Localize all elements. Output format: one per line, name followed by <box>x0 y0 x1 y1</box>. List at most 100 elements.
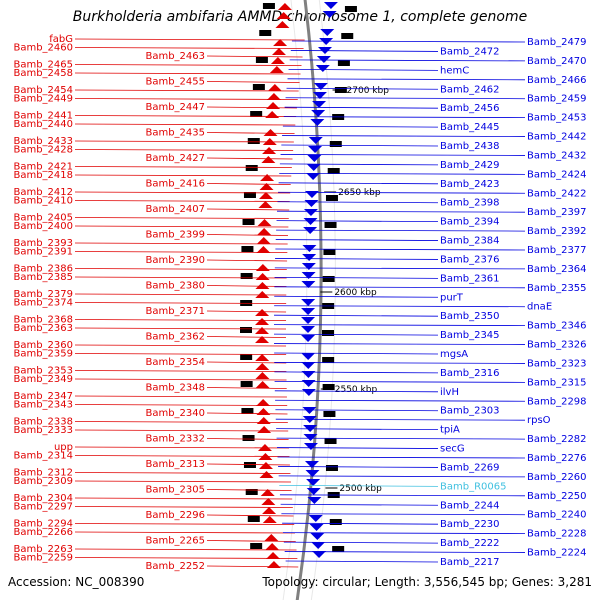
gene-leader-forward <box>206 361 287 364</box>
forward-gene-arrow <box>275 21 290 28</box>
gene-leader-forward <box>74 251 288 253</box>
scale-label: 2500 kbp <box>339 484 382 494</box>
forward-gene-arrow <box>256 417 271 424</box>
gene-leader-forward <box>206 336 287 338</box>
gene-leader-forward <box>74 166 292 168</box>
annotation-box <box>341 33 354 39</box>
forward-gene-arrow <box>255 282 270 289</box>
gene-label-reverse: tpiA <box>440 425 460 436</box>
forward-gene-arrow <box>258 462 273 469</box>
annotation-box <box>322 330 334 336</box>
gene-leader-reverse <box>274 371 439 374</box>
gene-leader-forward <box>74 115 297 117</box>
gene-leader-forward <box>74 480 292 483</box>
gene-label-forward: Bamb_2380 <box>145 281 205 292</box>
gene-leader-forward <box>74 497 293 500</box>
gene-label-forward: Bamb_2296 <box>145 510 205 521</box>
gene-label-forward: Bamb_2266 <box>13 527 73 538</box>
gene-leader-reverse <box>282 532 526 535</box>
gene-leader-forward <box>206 438 289 440</box>
gene-label-forward: Bamb_2441 <box>13 111 73 122</box>
gene-leader-reverse <box>281 144 439 147</box>
gene-label-reverse: Bamb_2459 <box>527 94 587 105</box>
gene-label-reverse: Bamb_2423 <box>440 179 500 190</box>
forward-gene-arrow <box>259 471 274 478</box>
gene-label-reverse: Bamb_2346 <box>527 321 587 332</box>
reverse-gene-arrow <box>301 371 316 378</box>
gene-leader-reverse <box>274 333 439 336</box>
gene-label-reverse: Bamb_2260 <box>527 472 587 483</box>
gene-leader-reverse <box>280 154 526 156</box>
gene-label-reverse: Bamb_2376 <box>440 254 500 265</box>
gene-label-forward: Bamb_2368 <box>13 315 73 326</box>
reverse-gene-arrow <box>301 263 316 270</box>
gene-leader-reverse <box>279 172 526 175</box>
annotation-box <box>243 462 256 468</box>
annotation-box <box>324 438 337 444</box>
gene-leader-reverse <box>281 513 526 516</box>
reverse-gene-arrow <box>304 461 319 468</box>
reverse-gene-arrow <box>320 29 335 36</box>
forward-gene-arrow <box>262 507 277 514</box>
gene-label-forward: fabG <box>49 34 73 45</box>
gene-label-forward: Bamb_2393 <box>13 238 73 249</box>
gene-label-forward: Bamb_2312 <box>13 468 73 479</box>
forward-gene-arrow <box>256 246 271 253</box>
gene-leader-reverse <box>274 343 526 345</box>
reverse-gene-arrow <box>306 479 321 486</box>
gene-leader-reverse <box>284 551 526 553</box>
gene-label-reverse: Bamb_2228 <box>527 529 587 540</box>
forward-gene-arrow <box>266 552 281 559</box>
gene-leader-forward <box>206 183 291 185</box>
gene-leader-reverse <box>276 220 439 223</box>
annotation-box <box>245 489 258 495</box>
gene-leader-forward <box>206 208 290 211</box>
gene-leader-forward <box>74 191 291 194</box>
forward-gene-arrow <box>263 129 278 136</box>
annotation-box <box>325 195 338 201</box>
gene-label-forward: Bamb_2304 <box>13 493 73 504</box>
gene-label-reverse: Bamb_2397 <box>527 207 587 218</box>
gene-leader-forward <box>74 47 304 49</box>
gene-leader-forward <box>74 293 287 296</box>
gene-leader-reverse <box>279 484 439 487</box>
gene-label-forward: Bamb_2362 <box>145 332 205 343</box>
annotation-box <box>240 381 253 387</box>
annotation-box <box>250 543 263 549</box>
gene-leader-reverse <box>275 258 439 260</box>
gene-label-reverse: Bamb_2350 <box>440 311 500 322</box>
gene-leader-reverse <box>289 59 526 62</box>
gene-leader-forward <box>74 472 291 474</box>
gene-label-forward: Bamb_2371 <box>145 306 205 317</box>
annotation-box <box>240 327 252 333</box>
reverse-gene-arrow <box>305 470 320 477</box>
annotation-box <box>332 546 345 552</box>
gene-label-reverse: Bamb_2250 <box>527 491 587 502</box>
reverse-gene-arrow <box>301 326 315 333</box>
gene-leader-forward <box>74 98 298 100</box>
gene-label-reverse: Bamb_2470 <box>527 56 587 67</box>
forward-gene-arrow <box>258 201 273 208</box>
gene-leader-forward <box>74 64 302 66</box>
forward-gene-arrow <box>257 426 272 433</box>
gene-leader-forward <box>74 276 287 279</box>
annotation-box <box>255 57 268 63</box>
gene-leader-reverse <box>276 229 526 232</box>
gene-label-forward: Bamb_2313 <box>145 459 205 470</box>
gene-leader-reverse <box>288 68 439 71</box>
reverse-gene-arrow <box>307 155 322 162</box>
gene-leader-forward <box>74 446 290 449</box>
annotation-box <box>344 6 357 12</box>
gene-label-reverse: Bamb_2244 <box>440 500 500 511</box>
gene-label-forward: Bamb_2360 <box>13 340 73 351</box>
forward-gene-arrow <box>255 372 270 379</box>
gene-leader-forward <box>74 174 292 177</box>
gene-label-forward: Bamb_2340 <box>145 408 205 419</box>
gene-leader-reverse <box>284 106 439 109</box>
gene-label-forward: Bamb_2297 <box>13 502 73 513</box>
gene-label-reverse: Bamb_2432 <box>527 150 587 161</box>
annotation-box <box>259 30 272 36</box>
gene-label-forward: Bamb_2265 <box>145 536 205 547</box>
reverse-gene-arrow <box>304 200 319 207</box>
gene-leader-reverse <box>278 191 526 194</box>
